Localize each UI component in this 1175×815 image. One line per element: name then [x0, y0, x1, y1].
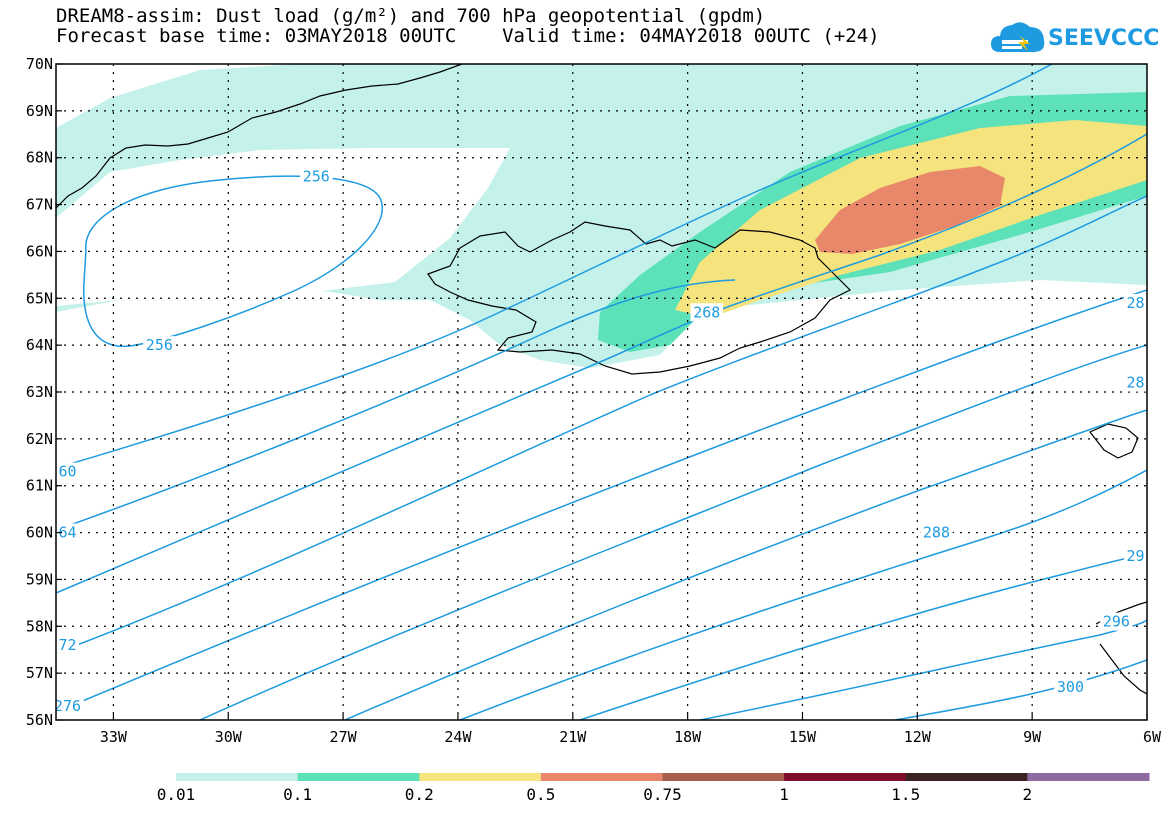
- contour-label: 300: [1057, 678, 1084, 696]
- geopotential-contours: [56, 64, 1147, 720]
- contour-label: 28: [1126, 294, 1144, 312]
- contour-label-bg: [1124, 293, 1147, 312]
- colorbar-label: 0.75: [643, 785, 682, 804]
- contour-296: [699, 619, 1147, 720]
- lon-label: 18W: [674, 728, 702, 746]
- contour-label-bg: [56, 523, 79, 542]
- greenland-coast: [56, 64, 463, 209]
- contour-272: [56, 195, 1147, 654]
- seevccc-logo: SEEVCCC: [990, 18, 1165, 58]
- colorbar-swatch: [540, 773, 663, 781]
- lon-label: 21W: [559, 728, 587, 746]
- contour-label: 288: [923, 524, 950, 542]
- lat-label: 67N: [26, 196, 53, 214]
- contour-292: [579, 553, 1147, 720]
- contour-300: [894, 659, 1147, 720]
- contour-264: [56, 279, 736, 531]
- longitude-labels: 33W 30W 27W 24W 21W 18W 15W 12W 9W 6W: [100, 728, 1162, 746]
- colorbar-label: 0.2: [405, 785, 434, 804]
- lat-label: 64N: [26, 336, 53, 354]
- map-area: 256 256 268 60 64 72 276 288 28 28 29 296 300: [54, 64, 1147, 720]
- contour-label-bg: [56, 696, 84, 715]
- faroe-islands: [1089, 423, 1139, 459]
- lat-label: 60N: [26, 524, 53, 542]
- lon-label: 12W: [904, 728, 932, 746]
- contour-label-bg: [56, 636, 79, 655]
- contour-label-bg: [1100, 612, 1133, 631]
- lon-label: 6W: [1143, 728, 1162, 746]
- contour-label: 64: [58, 524, 76, 542]
- lat-label: 59N: [26, 570, 53, 588]
- colorbar-swatch: [297, 773, 420, 781]
- contour-260-a: [56, 64, 1053, 469]
- colorbar-swatch: [419, 773, 542, 781]
- contour-label: 296: [1103, 613, 1130, 631]
- colorbar-swatch: [784, 773, 907, 781]
- contour-280: [199, 344, 1147, 720]
- lat-label: 56N: [26, 711, 53, 729]
- contour-label: 72: [58, 636, 76, 654]
- colorbar-swatch: [1027, 773, 1150, 781]
- colorbar: 0.01 0.1 0.2 0.5 0.75 1 1.5 2: [157, 773, 1150, 804]
- latitude-labels: 70N 69N 68N 67N 66N 65N 64N 63N 62N 61N 60N 59N 58N 5…: [26, 55, 53, 729]
- contour-label-bg: [300, 167, 333, 186]
- iceland-coast: [427, 221, 852, 375]
- lat-label: 63N: [26, 383, 53, 401]
- lat-label: 57N: [26, 664, 53, 682]
- cloud-icon: [991, 22, 1045, 52]
- dust-shading: [56, 64, 1147, 368]
- contour-label: 256: [303, 167, 330, 185]
- contour-labels: 256 256 268 60 64 72 276 288 28 28 29 296 300: [54, 167, 1147, 715]
- contour-label: 60: [58, 463, 76, 481]
- contour-label: 268: [693, 303, 720, 321]
- colorbar-swatch: [662, 773, 785, 781]
- lat-label: 61N: [26, 477, 53, 495]
- colorbar-label: 1: [779, 785, 789, 804]
- dust-level-0.5: [815, 166, 1005, 254]
- contour-label-bg: [56, 462, 79, 481]
- lat-label: 68N: [26, 149, 53, 167]
- map-subtitle: Forecast base time: 03MAY2018 00UTC Vali…: [56, 25, 880, 47]
- colorbar-label: 0.1: [283, 785, 312, 804]
- colorbar-swatch: [905, 773, 1028, 781]
- lat-label: 65N: [26, 289, 53, 307]
- lon-label: 15W: [789, 728, 817, 746]
- lat-label: 69N: [26, 102, 53, 120]
- lon-label: 30W: [215, 728, 243, 746]
- lat-label: 66N: [26, 242, 53, 260]
- colorbar-label: 0.01: [157, 785, 196, 804]
- lat-label: 58N: [26, 617, 53, 635]
- colorbar-label: 1.5: [891, 785, 920, 804]
- lon-label: 24W: [444, 728, 472, 746]
- colorbar-swatch: [176, 773, 299, 781]
- map-title: DREAM8-assim: Dust load (g/m²) and 700 h…: [56, 5, 766, 27]
- contour-256-low: [83, 175, 383, 347]
- contour-276: [56, 289, 1147, 713]
- colorbar-label: 2: [1023, 785, 1033, 804]
- lon-label: 33W: [100, 728, 128, 746]
- contour-label: 276: [54, 697, 81, 715]
- colorbar-label: 0.5: [526, 785, 555, 804]
- contour-284: [344, 409, 1147, 720]
- logo-text: SEEVCCC: [1048, 26, 1160, 51]
- contour-label: 29: [1126, 547, 1144, 565]
- contour-label-bg: [690, 303, 724, 322]
- axis-ticks: [56, 63, 1148, 721]
- contour-label: 256: [146, 336, 173, 354]
- contour-label-bg: [920, 523, 953, 542]
- contour-288: [459, 469, 1147, 720]
- contour-label-bg: [1124, 547, 1147, 565]
- contour-label: 28: [1126, 374, 1144, 392]
- lat-label: 70N: [26, 55, 53, 73]
- lon-label: 27W: [330, 728, 358, 746]
- lat-label: 62N: [26, 430, 53, 448]
- contour-label-bg: [1054, 678, 1087, 697]
- contour-label-bg: [143, 336, 176, 355]
- grid-lines-lat: [56, 110, 1147, 674]
- lon-label: 9W: [1023, 728, 1042, 746]
- contour-label-bg: [1124, 373, 1147, 392]
